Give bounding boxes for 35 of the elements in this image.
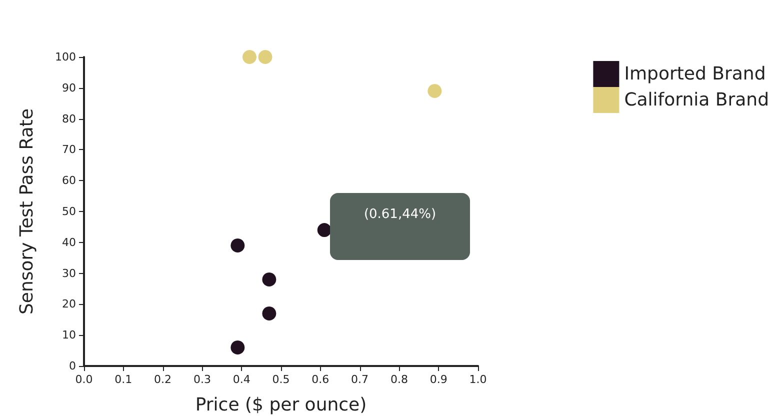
x-tick-label: 0.7 (351, 373, 369, 386)
y-axis-title: Sensory Test Pass Rate (16, 108, 38, 315)
point (428, 84, 442, 98)
x-tick-label: 1.0 (469, 373, 487, 386)
y-tick-label: 20 (62, 298, 76, 311)
y-tick-label: 70 (62, 143, 76, 156)
point (317, 223, 332, 238)
point (258, 50, 272, 64)
x-tick-label: 0.6 (312, 373, 330, 386)
point (230, 340, 245, 354)
legend-label: California Brand (624, 90, 770, 110)
x-tick-label: 0.8 (390, 373, 408, 386)
x-tick-label: 0.0 (75, 373, 93, 386)
y-tick-label: 60 (62, 174, 76, 188)
x-tick-label: 0.5 (272, 373, 290, 386)
point (262, 272, 276, 286)
x-tick-label: 0.4 (232, 373, 250, 386)
y-tick-label: 0 (69, 360, 76, 372)
x-tick-label: 0.1 (114, 373, 132, 386)
y-tick-label: 30 (62, 266, 76, 280)
y-tick-label: 50 (62, 205, 76, 218)
annotation: (0.61,44%) (362, 207, 438, 222)
y-tick-label: 90 (62, 81, 76, 94)
x-tick-label: 0.3 (193, 373, 211, 386)
y-tick-label: 100 (55, 50, 76, 64)
x-tick-label: 0.9 (430, 373, 448, 386)
point (242, 50, 256, 64)
x-tick-label: 0.2 (154, 373, 172, 386)
point (262, 306, 276, 320)
y-tick-label: 80 (62, 112, 76, 126)
y-tick-label: 40 (62, 236, 76, 249)
point (230, 238, 245, 252)
legend-label: Imported Brand (624, 64, 766, 84)
x-axis-title: Price ($ per ounce) (195, 394, 367, 416)
y-tick-label: 10 (62, 328, 76, 342)
